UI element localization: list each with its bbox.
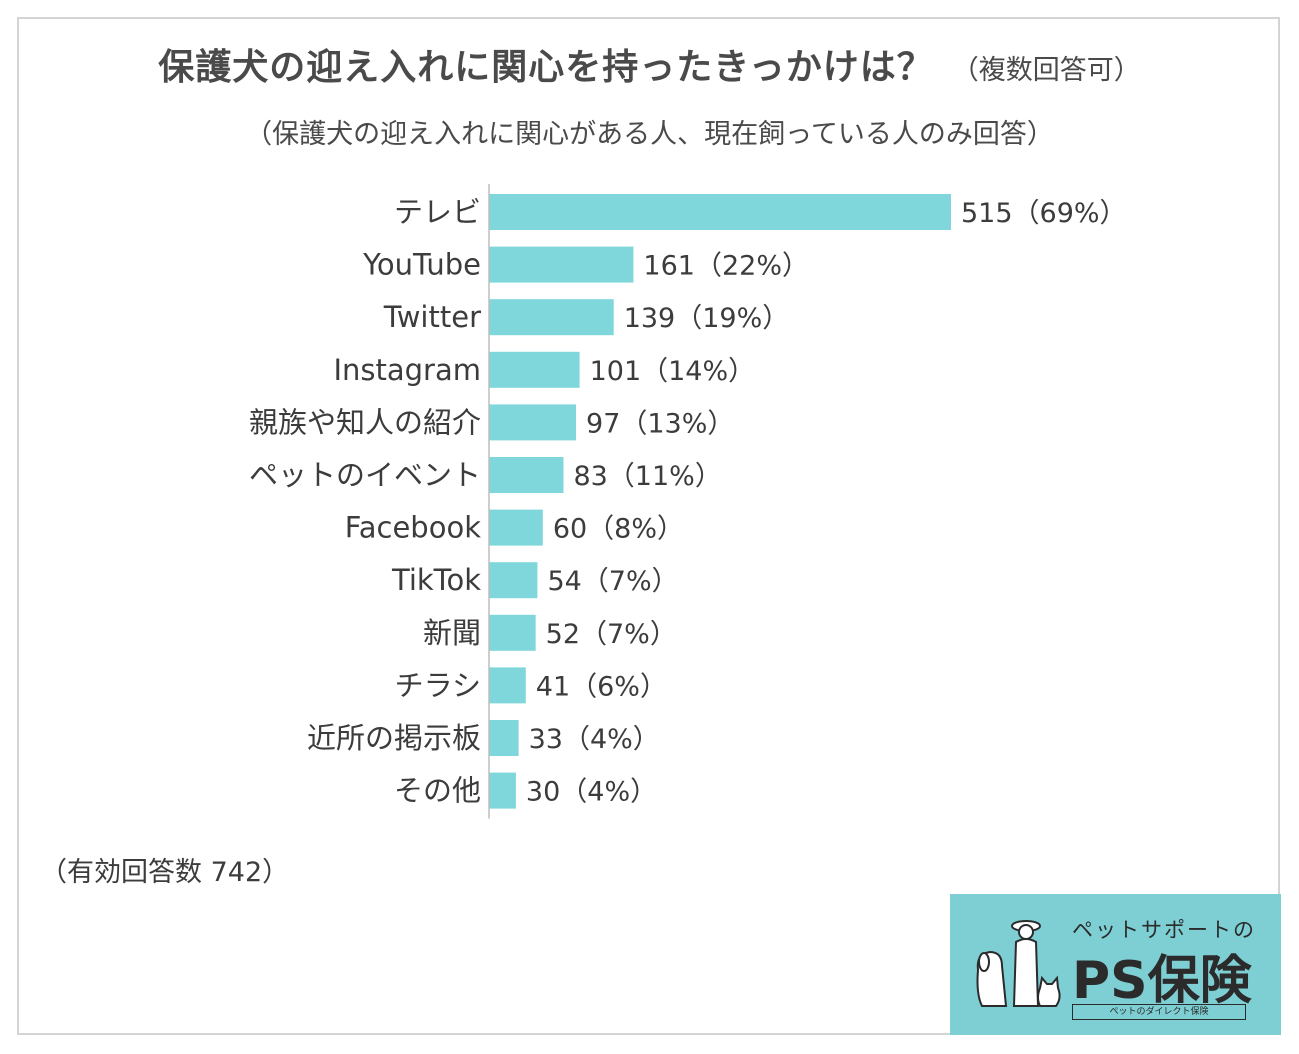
bar	[489, 562, 538, 599]
bar	[489, 457, 564, 493]
data-label: 33（4%）	[529, 724, 660, 755]
bar	[489, 772, 516, 809]
ps-insurance-logo: ペットサポートの PS保険 ペットのダイレクト保険	[950, 894, 1281, 1035]
category-label: Facebook	[345, 511, 481, 545]
category-label: 新聞	[423, 616, 481, 650]
category-label: Twitter	[383, 300, 481, 334]
data-label: 83（11%）	[573, 461, 721, 492]
data-label: 97（13%）	[586, 408, 734, 439]
chart-title: 保護犬の迎え入れに関心を持ったきっかけは？	[158, 47, 934, 88]
logo-top-text: ペットサポートの	[1072, 918, 1256, 942]
logo-tagline: ペットのダイレクト保険	[1072, 1004, 1246, 1020]
data-label: 60（8%）	[553, 514, 684, 545]
chart-frame	[17, 17, 1280, 1035]
bar	[489, 351, 580, 388]
respondent-count-note: （有効回答数 742）	[40, 857, 290, 888]
category-label: その他	[394, 774, 481, 808]
title-note: （複数回答可）	[951, 55, 1141, 86]
title-row: 保護犬の迎え入れに関心を持ったきっかけは？ （複数回答可）	[0, 38, 1299, 90]
data-label: 52（7%）	[546, 619, 677, 650]
logo-main-text: PS保険	[1072, 951, 1252, 1011]
chart-subtitle: （保護犬の迎え入れに関心がある人、現在飼っている人のみ回答）	[245, 119, 1054, 150]
bar	[489, 509, 543, 546]
category-label: チラシ	[395, 668, 481, 702]
bar	[489, 667, 526, 704]
category-label: テレビ	[394, 195, 481, 229]
category-label: 近所の掲示板	[307, 721, 481, 755]
bar	[489, 404, 577, 441]
data-label: 41（6%）	[536, 671, 667, 702]
data-label: 30（4%）	[526, 777, 657, 808]
bar	[489, 246, 634, 283]
category-label: ペットのイベント	[249, 458, 481, 492]
data-label: 101（14%）	[590, 356, 756, 387]
dog-and-cat-icon	[976, 920, 1061, 1007]
data-label: 161（22%）	[643, 251, 809, 282]
category-label: 親族や知人の紹介	[249, 405, 481, 439]
category-label: TikTok	[391, 563, 481, 597]
data-label: 515（69%）	[961, 198, 1127, 229]
data-label: 54（7%）	[547, 566, 678, 597]
bar	[489, 194, 951, 230]
data-label: 139（19%）	[624, 303, 790, 334]
bar	[489, 720, 519, 756]
bar	[489, 299, 614, 336]
category-label: Instagram	[333, 353, 481, 387]
bar	[489, 614, 536, 651]
category-label: YouTube	[362, 248, 481, 282]
